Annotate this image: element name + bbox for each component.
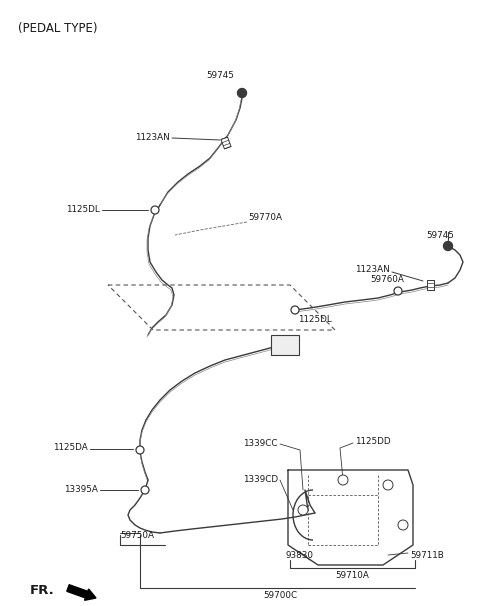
Text: 59745: 59745 bbox=[206, 70, 234, 79]
Text: 1125DA: 1125DA bbox=[53, 444, 88, 453]
Text: 93830: 93830 bbox=[286, 550, 314, 559]
Text: 1125DL: 1125DL bbox=[66, 205, 100, 215]
Text: 59770A: 59770A bbox=[248, 213, 282, 222]
Circle shape bbox=[291, 306, 299, 314]
Circle shape bbox=[383, 480, 393, 490]
Circle shape bbox=[298, 505, 308, 515]
Circle shape bbox=[444, 242, 453, 250]
Text: FR.: FR. bbox=[30, 584, 55, 596]
Circle shape bbox=[141, 486, 149, 494]
Circle shape bbox=[398, 520, 408, 530]
Text: 1339CD: 1339CD bbox=[243, 476, 278, 485]
Circle shape bbox=[238, 88, 247, 98]
Text: 13395A: 13395A bbox=[64, 485, 98, 494]
Text: 59700C: 59700C bbox=[263, 590, 297, 599]
Text: 59710A: 59710A bbox=[335, 570, 369, 579]
Circle shape bbox=[338, 475, 348, 485]
Text: 59745: 59745 bbox=[426, 231, 454, 241]
Text: 1125DD: 1125DD bbox=[355, 438, 391, 447]
Text: 59750A: 59750A bbox=[120, 530, 154, 539]
Text: 1125DL: 1125DL bbox=[298, 316, 332, 324]
Text: 1123AN: 1123AN bbox=[135, 133, 170, 142]
Bar bbox=[221, 137, 231, 149]
Text: (PEDAL TYPE): (PEDAL TYPE) bbox=[18, 22, 97, 35]
Text: 59711B: 59711B bbox=[410, 550, 444, 559]
Text: 1339CC: 1339CC bbox=[243, 439, 278, 447]
Circle shape bbox=[394, 287, 402, 295]
Text: 59760A: 59760A bbox=[370, 276, 404, 284]
Circle shape bbox=[151, 206, 159, 214]
FancyArrow shape bbox=[67, 585, 96, 601]
Circle shape bbox=[136, 446, 144, 454]
Bar bbox=[271, 335, 299, 355]
Text: 1123AN: 1123AN bbox=[355, 265, 390, 275]
Bar bbox=[427, 280, 433, 290]
